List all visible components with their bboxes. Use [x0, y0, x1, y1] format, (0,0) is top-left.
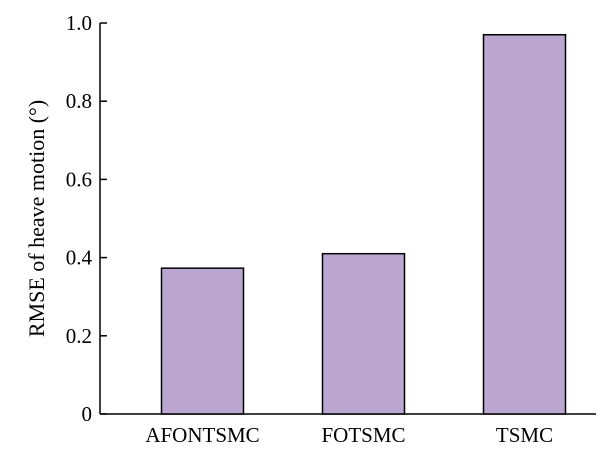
- bars: [160, 33, 567, 415]
- x-tick-label: AFONTSMC: [145, 423, 259, 447]
- y-axis-label: RMSE of heave motion (°): [24, 100, 49, 337]
- y-ticks: 0 0.2 0.4 0.6 0.8 1.0: [66, 11, 107, 426]
- bar-tsmc: [482, 33, 567, 415]
- y-tick-label: 0.8: [66, 89, 92, 113]
- y-tick-label: 0.2: [66, 324, 92, 348]
- x-ticks: AFONTSMC FOTSMC TSMC: [145, 423, 553, 447]
- x-tick-label: TSMC: [496, 423, 553, 447]
- y-tick-label: 0: [82, 402, 93, 426]
- bar-afontsmc: [160, 267, 245, 415]
- y-tick-label: 0.6: [66, 167, 92, 191]
- y-tick-label: 1.0: [66, 11, 92, 35]
- x-tick-label: FOTSMC: [321, 423, 405, 447]
- bar-fotsmc: [321, 252, 406, 415]
- y-tick-label: 0.4: [66, 246, 93, 270]
